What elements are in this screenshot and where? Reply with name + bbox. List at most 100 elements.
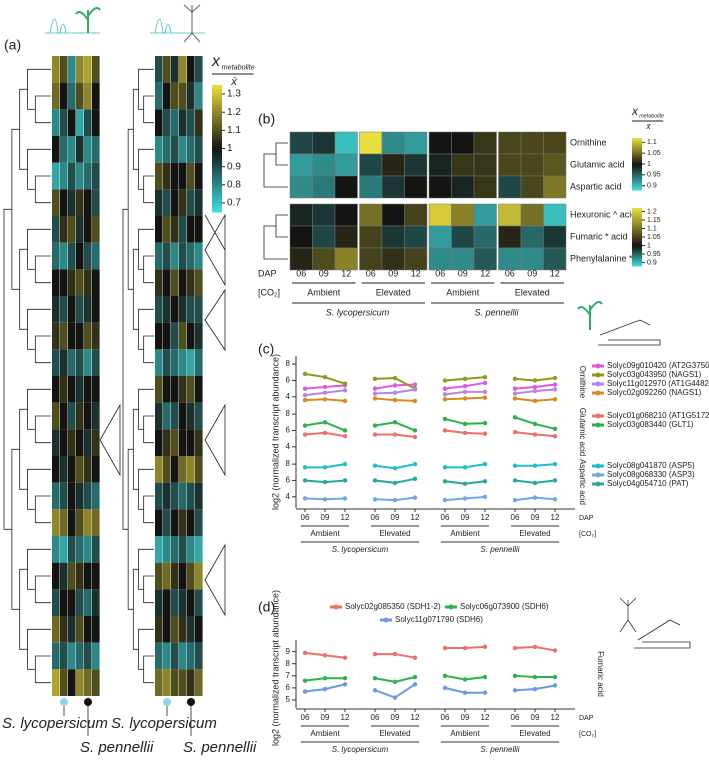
heatmap-cell bbox=[171, 296, 179, 323]
legend-dot bbox=[595, 422, 601, 428]
colorbar-cell bbox=[212, 129, 222, 134]
colorbar-cell bbox=[212, 142, 222, 146]
panel-label: (b) bbox=[258, 111, 275, 127]
x-tick-label: 09 bbox=[461, 713, 470, 722]
icons bbox=[45, 4, 691, 649]
heatmap-cell bbox=[451, 247, 475, 271]
heatmap-cell bbox=[52, 322, 60, 350]
heatmap-cell bbox=[195, 429, 203, 456]
point bbox=[322, 374, 328, 380]
heatmap-cell bbox=[60, 56, 68, 83]
heatmap-cell bbox=[52, 589, 60, 616]
heatmap-cell bbox=[187, 402, 195, 430]
point bbox=[322, 479, 328, 485]
heatmap-cell bbox=[92, 429, 100, 456]
point bbox=[392, 465, 398, 471]
heatmap-cell bbox=[92, 509, 100, 536]
heatmap-cell bbox=[179, 242, 187, 270]
group-label: Ambient bbox=[310, 729, 340, 738]
colorbar-cell bbox=[212, 132, 222, 137]
point bbox=[512, 415, 518, 420]
legend-label: Solyc06g073900 (SDH6) bbox=[460, 602, 549, 611]
heatmap-cell bbox=[163, 642, 171, 670]
heatmap-cell bbox=[60, 322, 68, 350]
dendrogram bbox=[11, 128, 20, 290]
point bbox=[442, 397, 448, 402]
heatmap-cell bbox=[179, 189, 187, 216]
dap-tick-label: 09 bbox=[388, 268, 398, 278]
point bbox=[392, 432, 398, 437]
point bbox=[462, 430, 468, 436]
y-tick-label: 6 bbox=[286, 476, 291, 485]
heatmap-cell bbox=[155, 242, 163, 270]
heatmap-cell bbox=[312, 153, 336, 177]
panel-label: (d) bbox=[258, 599, 275, 615]
dendrogram bbox=[127, 448, 134, 610]
heatmap-cell bbox=[76, 669, 84, 696]
point bbox=[482, 420, 488, 426]
heatmap-cell bbox=[195, 56, 203, 83]
heatmap-cell bbox=[187, 429, 195, 456]
heatmap-cell bbox=[334, 225, 358, 249]
legend-dot bbox=[595, 463, 601, 469]
point bbox=[532, 463, 538, 468]
point bbox=[512, 391, 518, 396]
heatmap-cell bbox=[312, 247, 336, 271]
point bbox=[372, 497, 378, 502]
heatmap-cell bbox=[84, 509, 92, 536]
colorbar-cell bbox=[632, 167, 642, 170]
dendrogram bbox=[132, 568, 139, 650]
heatmap-cell bbox=[84, 349, 92, 376]
dendrogram bbox=[27, 548, 51, 590]
point bbox=[342, 461, 348, 467]
heatmap-cell bbox=[179, 536, 187, 563]
legend-label: Solyc11g071790 (SDH6) bbox=[395, 615, 483, 624]
heatmap-cell bbox=[92, 56, 100, 83]
row-label: Ornithine bbox=[570, 137, 607, 147]
heatmap-cell bbox=[60, 162, 68, 190]
dap-tick-label: 06 bbox=[505, 268, 515, 278]
colorbar-tick-label: 0.9 bbox=[227, 161, 241, 172]
group-label: Ambient bbox=[307, 287, 341, 297]
heatmap-cell bbox=[171, 616, 179, 643]
heatmap-cell bbox=[84, 322, 92, 350]
point bbox=[512, 673, 518, 679]
heatmap-cell bbox=[76, 56, 84, 83]
colorbar-cell bbox=[632, 184, 642, 187]
heatmap-cell bbox=[92, 349, 100, 376]
heatmap-cell bbox=[195, 402, 203, 430]
colorbar-cell bbox=[212, 154, 222, 159]
heatmap-cell bbox=[155, 509, 163, 536]
colorbar-cell bbox=[632, 187, 642, 190]
colorbar-tick-label: 0.9 bbox=[647, 259, 657, 266]
heatmap-cell bbox=[92, 162, 100, 190]
group-label: Elevated bbox=[515, 287, 550, 297]
heatmap-cell bbox=[187, 616, 195, 643]
heatmap-cell bbox=[68, 589, 76, 616]
heatmap-cell bbox=[92, 109, 100, 136]
heatmap-cell bbox=[76, 456, 84, 483]
y-tick-label: 7 bbox=[286, 671, 291, 680]
point bbox=[322, 390, 328, 395]
colorbar-cell bbox=[632, 225, 642, 228]
heatmap-cell bbox=[187, 482, 195, 510]
species-label: S. lycopersicum bbox=[332, 545, 389, 554]
heatmap-cell bbox=[195, 456, 203, 483]
heatmap-cell bbox=[155, 162, 163, 190]
point bbox=[442, 685, 448, 691]
heatmap-cell bbox=[498, 247, 522, 271]
heatmap-cell bbox=[76, 136, 84, 163]
heatmap-cell bbox=[195, 322, 203, 350]
point bbox=[322, 420, 328, 425]
dap-tick-label: 12 bbox=[341, 268, 351, 278]
colorbar-cell bbox=[632, 252, 642, 255]
heatmap-cell bbox=[84, 162, 92, 190]
heatmap-cell bbox=[195, 562, 203, 590]
heatmap-cell bbox=[195, 642, 203, 670]
heatmap-cell bbox=[334, 247, 358, 271]
heatmap-cell bbox=[68, 349, 76, 376]
dendrogram bbox=[19, 408, 28, 490]
legend-dot bbox=[333, 604, 339, 610]
point bbox=[392, 375, 398, 381]
colorbar-cell bbox=[632, 222, 642, 225]
